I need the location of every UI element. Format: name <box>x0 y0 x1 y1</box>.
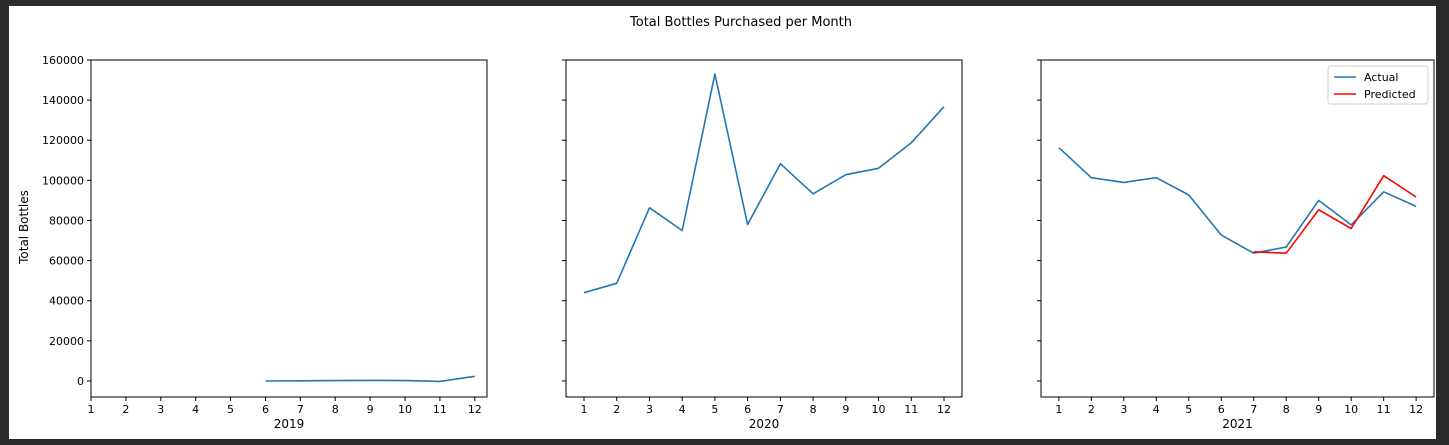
x-tick-label: 1 <box>581 403 588 416</box>
figure-background <box>9 6 1436 439</box>
y-tick-label: 100000 <box>42 174 84 187</box>
series-line-actual <box>1058 147 1417 254</box>
x-axis-label: 2021 <box>1222 417 1253 431</box>
x-tick-label: 1 <box>1055 403 1062 416</box>
figure-title: Total Bottles Purchased per Month <box>629 15 852 30</box>
legend-label: Predicted <box>1364 88 1416 101</box>
legend: Actual Predicted <box>1327 65 1429 105</box>
x-tick-label: 7 <box>1250 403 1257 416</box>
y-tick-label: 140000 <box>42 94 84 107</box>
series-line-total <box>265 375 475 383</box>
x-tick-label: 1 <box>88 403 95 416</box>
x-tick-label: 5 <box>227 403 234 416</box>
x-tick-label: 2 <box>1088 403 1095 416</box>
x-tick-label: 2 <box>122 403 129 416</box>
axes-frame <box>90 59 488 398</box>
x-tick-label: 2 <box>613 403 620 416</box>
x-tick-label: 11 <box>1377 403 1391 416</box>
axes-frame <box>565 59 963 398</box>
x-tick-label: 6 <box>744 403 751 416</box>
x-tick-label: 4 <box>679 403 686 416</box>
x-tick-label: 6 <box>262 403 269 416</box>
subplot-panels: 1 2 3 4 5 6 7 8 9 10 11 120200004000060000800001000… <box>42 54 1435 431</box>
x-tick-label: 12 <box>1409 403 1423 416</box>
x-tick-label: 12 <box>937 403 951 416</box>
x-tick-label: 8 <box>810 403 817 416</box>
y-tick-label: 40000 <box>49 295 84 308</box>
subplot-2019: 1 2 3 4 5 6 7 8 9 10 11 120200004000060000800001000… <box>42 54 488 431</box>
y-tick-label: 80000 <box>49 214 84 227</box>
axes-frame <box>1040 59 1435 398</box>
x-tick-label: 8 <box>332 403 339 416</box>
x-tick-label: 12 <box>468 403 482 416</box>
x-axis-label: 2020 <box>749 417 780 431</box>
x-tick-label: 10 <box>398 403 412 416</box>
x-tick-label: 5 <box>711 403 718 416</box>
x-tick-label: 10 <box>872 403 886 416</box>
y-tick-label: 120000 <box>42 134 84 147</box>
x-tick-label: 4 <box>192 403 199 416</box>
y-tick-label: 20000 <box>49 335 84 348</box>
x-axis-label: 2019 <box>274 417 305 431</box>
x-tick-label: 3 <box>646 403 653 416</box>
x-tick-label: 4 <box>1153 403 1160 416</box>
x-tick-label: 3 <box>1120 403 1127 416</box>
x-tick-label: 9 <box>367 403 374 416</box>
x-tick-label: 7 <box>777 403 784 416</box>
x-tick-label: 5 <box>1185 403 1192 416</box>
x-tick-label: 10 <box>1344 403 1358 416</box>
y-axis-label: Total Bottles <box>17 190 31 265</box>
x-tick-label: 11 <box>433 403 447 416</box>
x-tick-label: 7 <box>297 403 304 416</box>
y-tick-label: 60000 <box>49 255 84 268</box>
legend-label: Actual <box>1364 71 1398 84</box>
y-tick-label: 160000 <box>42 54 84 67</box>
x-tick-label: 6 <box>1218 403 1225 416</box>
y-tick-label: 0 <box>77 375 84 388</box>
x-tick-label: 9 <box>842 403 849 416</box>
x-tick-label: 9 <box>1315 403 1322 416</box>
series-line-predicted <box>1253 174 1417 254</box>
x-tick-label: 8 <box>1283 403 1290 416</box>
x-tick-label: 3 <box>157 403 164 416</box>
series-line-total <box>583 73 945 294</box>
x-tick-label: 11 <box>904 403 918 416</box>
